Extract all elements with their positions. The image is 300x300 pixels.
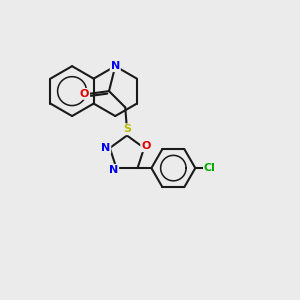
Text: N: N (101, 143, 110, 153)
Text: N: N (109, 165, 118, 175)
Text: S: S (123, 124, 131, 134)
Text: O: O (80, 89, 89, 99)
Text: O: O (141, 141, 151, 151)
Text: N: N (111, 61, 120, 71)
Text: Cl: Cl (204, 163, 216, 173)
